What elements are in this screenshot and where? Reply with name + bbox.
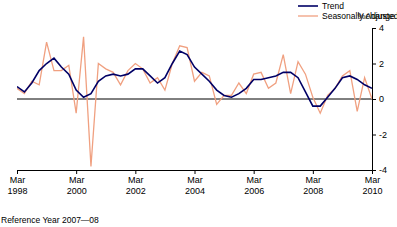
footnote: Reference Year 2007—08 [1, 215, 99, 225]
y-tick-label: 2 [379, 59, 384, 69]
x-tick: Mar2002 [126, 170, 146, 196]
x-tick-mark [76, 170, 77, 174]
y-tick: 2 [372, 59, 384, 69]
y-tick-mark [372, 28, 376, 29]
chart: -4 -2 0 2 4 Mar1998 Mar2000 Mar2002 Mar2004 Mar20… [0, 0, 397, 227]
y-tick-label: 0 [379, 94, 384, 104]
legend-label: Seasonally Adjusted [322, 11, 397, 21]
y-tick-mark [372, 64, 376, 65]
y-tick: -2 [372, 130, 387, 140]
x-tick: Mar2006 [244, 170, 264, 196]
zero-line [17, 99, 372, 100]
y-tick-label: 4 [379, 23, 384, 33]
x-tick: Mar2004 [185, 170, 205, 196]
x-tick-mark [372, 170, 373, 174]
series-line [17, 37, 372, 167]
x-axis: Mar1998 Mar2000 Mar2002 Mar2004 Mar2006 Mar20… [7, 170, 382, 196]
legend-swatch [298, 15, 318, 16]
x-tick-label: Mar2006 [244, 175, 264, 195]
series-line [17, 51, 372, 106]
y-tick-label: -2 [379, 130, 387, 140]
x-tick-mark [313, 170, 314, 174]
plot-lines [17, 37, 372, 167]
legend-swatch [298, 5, 318, 7]
x-tick-mark [17, 170, 18, 174]
x-tick-mark [195, 170, 196, 174]
x-tick: Mar2008 [303, 170, 323, 196]
x-tick-mark [254, 170, 255, 174]
x-tick: Mar1998 [7, 170, 27, 196]
x-tick-label: Mar2004 [185, 175, 205, 195]
x-tick-mark [135, 170, 136, 174]
y-tick-mark [372, 135, 376, 136]
x-tick-label: Mar2010 [362, 175, 382, 195]
x-tick-label: Mar2000 [67, 175, 87, 195]
y-tick: -4 [372, 165, 387, 175]
y-tick-mark [372, 99, 376, 100]
x-tick: Mar2000 [67, 170, 87, 196]
y-tick: 0 [372, 94, 384, 104]
legend-label: Trend [322, 1, 344, 11]
x-tick-label: Mar1998 [7, 175, 27, 195]
y-tick: 4 [372, 23, 384, 33]
x-tick-label: Mar2008 [303, 175, 323, 195]
y-tick-label: -4 [379, 165, 387, 175]
x-tick-label: Mar2002 [126, 175, 146, 195]
y-axis: -4 -2 0 2 4 [372, 23, 387, 175]
x-tick: Mar2010 [362, 170, 382, 196]
legend: TrendSeasonally Adjusted [298, 1, 397, 21]
